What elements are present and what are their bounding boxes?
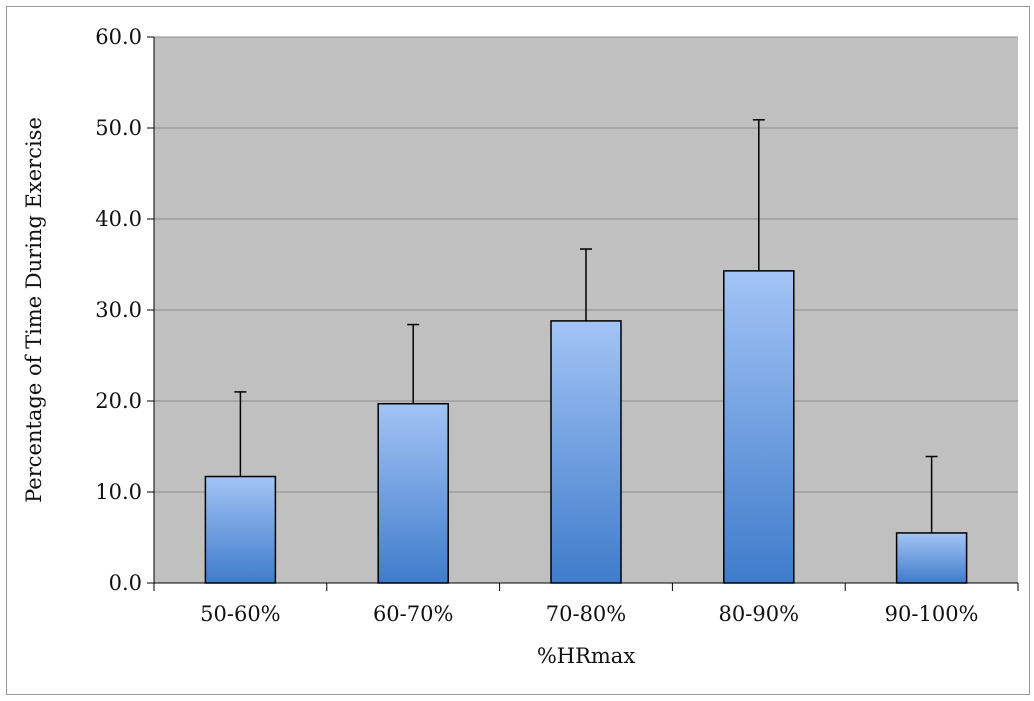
error-bars	[234, 119, 938, 533]
x-tick-label: 80-90%	[719, 602, 800, 626]
y-tick-label: 30.0	[95, 298, 142, 322]
bar-70-80%	[550, 320, 622, 584]
bar-80-90%	[723, 270, 795, 584]
axes	[147, 36, 1019, 591]
y-tick-labels: 0.0 10.0 20.0 30.0 40.0 50.0 60.0	[95, 25, 142, 595]
bars	[204, 270, 968, 584]
bar-60-70%	[377, 402, 449, 584]
y-tick-label: 60.0	[95, 25, 142, 49]
bar-90-100%	[895, 532, 968, 584]
y-tick-label: 20.0	[95, 389, 142, 413]
bar-50-60%	[204, 475, 277, 584]
y-tick-label: 50.0	[95, 116, 142, 140]
x-tick-labels: 50-60% 60-70% 70-80% 80-90% 90-100%	[200, 602, 978, 626]
x-tick-label: 70-80%	[546, 602, 627, 626]
x-tick-label: 50-60%	[200, 602, 281, 626]
x-tick-label: 90-100%	[885, 602, 979, 626]
x-tick-label: 60-70%	[373, 602, 454, 626]
y-axis-title: Percentage of Time During Exercise	[22, 117, 46, 503]
y-tick-label: 10.0	[95, 480, 142, 504]
y-tick-label: 0.0	[109, 571, 142, 595]
x-axis-title: %HRmax	[537, 644, 636, 668]
y-tick-label: 40.0	[95, 207, 142, 231]
